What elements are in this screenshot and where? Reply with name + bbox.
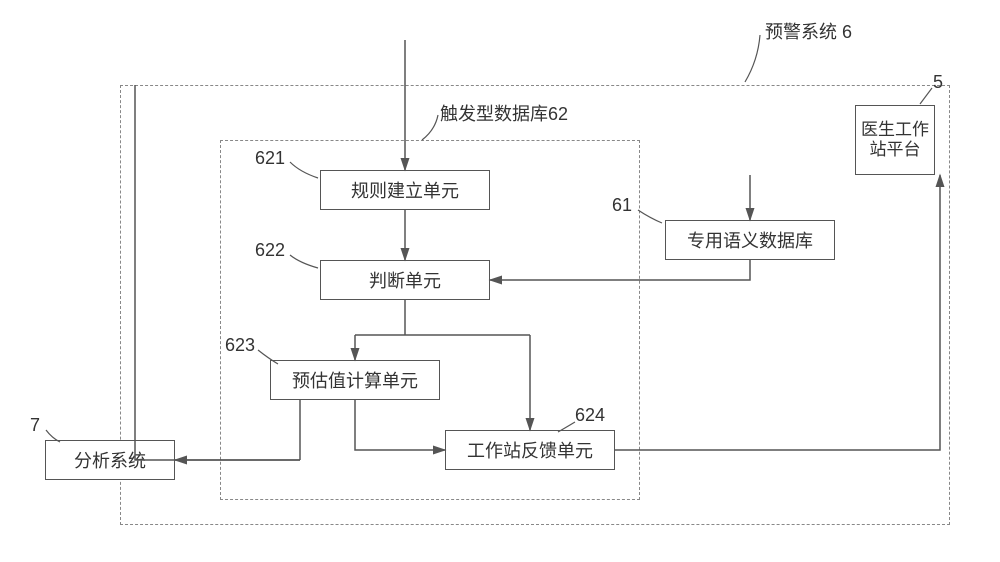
node-doctor-workstation-platform: 医生工作站平台 <box>855 105 935 175</box>
label-num-5: 5 <box>933 72 943 93</box>
node-rule-establish-unit: 规则建立单元 <box>320 170 490 210</box>
label-num-61: 61 <box>612 195 632 216</box>
node-label: 规则建立单元 <box>351 177 459 203</box>
node-workstation-feedback-unit: 工作站反馈单元 <box>445 430 615 470</box>
node-judgement-unit: 判断单元 <box>320 260 490 300</box>
node-analysis-system: 分析系统 <box>45 440 175 480</box>
label-num-624: 624 <box>575 405 605 426</box>
node-label: 判断单元 <box>369 267 441 293</box>
node-label: 医生工作站平台 <box>860 120 930 161</box>
label-num-623: 623 <box>225 335 255 356</box>
node-estimate-calc-unit: 预估值计算单元 <box>270 360 440 400</box>
node-label: 预估值计算单元 <box>292 367 418 393</box>
label-warning-system: 预警系统 6 <box>765 18 852 44</box>
label-num-7: 7 <box>30 415 40 436</box>
node-semantic-database: 专用语义数据库 <box>665 220 835 260</box>
node-label: 专用语义数据库 <box>687 227 813 253</box>
label-num-621: 621 <box>255 148 285 169</box>
node-label: 分析系统 <box>74 447 146 473</box>
label-trigger-database: 触发型数据库62 <box>440 100 568 126</box>
node-label: 工作站反馈单元 <box>467 437 593 463</box>
label-num-622: 622 <box>255 240 285 261</box>
